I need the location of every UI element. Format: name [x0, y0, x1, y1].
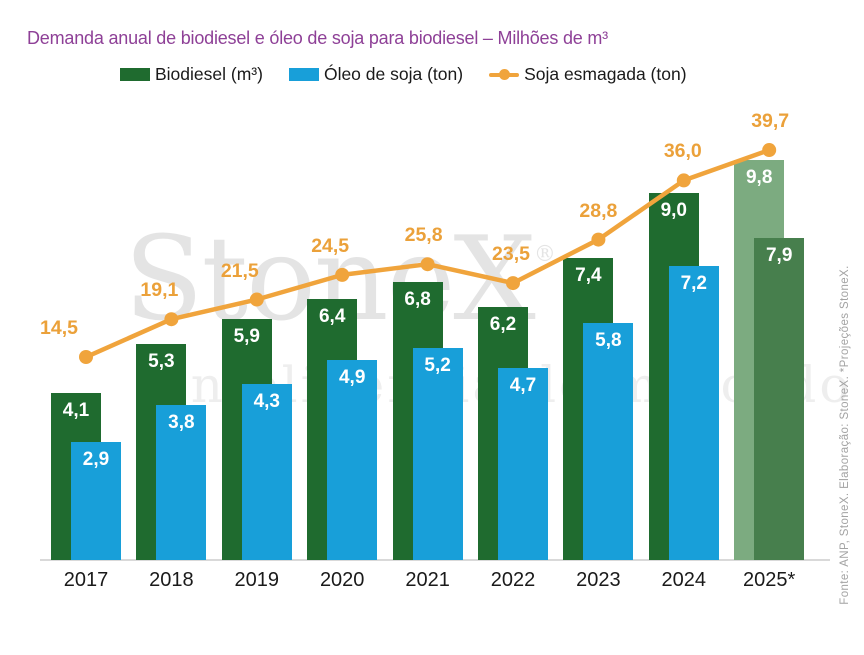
x-axis-label-2021: 2021 [405, 569, 450, 591]
line-point-2022 [506, 276, 520, 291]
bar-oleo-2018 [156, 404, 207, 560]
soja-esmagada-value-label: 23,5 [492, 243, 530, 266]
x-axis-label-2023: 2023 [576, 569, 621, 591]
soja-esmagada-value-label: 19,1 [140, 279, 179, 302]
biodiesel-value-label: 6,2 [489, 313, 517, 335]
source-note: Fonte: ANP, StoneX. Elaboração: StoneX. … [839, 265, 851, 605]
bar-oleo-2023 [583, 323, 634, 560]
bar-oleo-2020 [327, 359, 378, 560]
soja-esmagada-value-label: 21,5 [220, 259, 259, 282]
soja-esmagada-value-label: 28,8 [579, 199, 618, 222]
biodiesel-value-label: 9,8 [745, 166, 773, 188]
biodiesel-value-label: 7,4 [575, 264, 602, 286]
soja-esmagada-value-label: 39,7 [751, 110, 790, 133]
line-point-2023 [591, 232, 606, 247]
biodiesel-value-label: 4,1 [62, 399, 90, 421]
line-point-2017 [79, 350, 93, 365]
line-point-2021 [420, 257, 435, 272]
biodiesel-value-label: 6,4 [318, 305, 346, 327]
biodiesel-value-label: 9,0 [660, 199, 687, 221]
legend-item-oleo-de-soja: Óleo de soja (ton) [288, 64, 464, 85]
legend-item-soja-esmagada: Soja esmagada (ton) [489, 64, 687, 85]
x-axis-label-2022: 2022 [490, 569, 536, 591]
biodiesel-swatch-icon [120, 68, 150, 81]
bar-oleo-2017 [71, 441, 121, 560]
chart-title: Demanda anual de biodiesel e óleo de soj… [27, 28, 608, 48]
legend-item-biodiesel: Biodiesel (m³) [120, 64, 263, 85]
soja-esmagada-value-label: 24,5 [311, 234, 350, 257]
line-point-2024 [676, 173, 691, 188]
line-point-2025* [762, 143, 777, 158]
bar-oleo-2024 [668, 266, 719, 560]
x-axis-line [40, 559, 830, 561]
oleo-value-label: 4,7 [509, 375, 537, 397]
x-axis-label-2020: 2020 [319, 569, 365, 591]
line-point-2020 [335, 267, 350, 282]
oleo-value-label: 5,8 [595, 330, 622, 352]
oleo-value-label: 2,9 [82, 448, 110, 470]
oleo-value-label: 4,3 [253, 391, 280, 413]
x-axis-label-2017: 2017 [63, 569, 109, 591]
line-marker-icon [489, 68, 520, 81]
biodiesel-value-label: 6,8 [404, 289, 431, 311]
x-axis-label-2024: 2024 [661, 569, 707, 591]
oleo-swatch-icon [288, 68, 319, 81]
line-point-2018 [164, 312, 179, 327]
legend-label: Biodiesel (m³) [155, 64, 263, 84]
bar-oleo-2021 [412, 347, 463, 560]
x-axis-label-2018: 2018 [149, 569, 194, 591]
biodiesel-value-label: 5,9 [233, 326, 260, 348]
soja-esmagada-value-label: 25,8 [404, 224, 443, 247]
x-axis-label-2025*: 2025* [743, 569, 796, 591]
oleo-value-label: 4,9 [338, 366, 366, 388]
line-point-2019 [249, 292, 264, 307]
soja-esmagada-value-label: 14,5 [40, 317, 78, 339]
oleo-value-label: 7,9 [765, 244, 793, 266]
legend: Biodiesel (m³) Óleo de soja (ton) Soja e… [120, 64, 687, 85]
x-axis-label-2019: 2019 [234, 569, 280, 591]
legend-label: Óleo de soja (ton) [323, 64, 464, 84]
bar-oleo-2022 [498, 368, 548, 560]
soja-esmagada-value-label: 36,0 [663, 140, 702, 163]
bar-oleo-2019 [241, 384, 292, 560]
biodiesel-value-label: 5,3 [148, 350, 175, 372]
oleo-value-label: 5,2 [424, 354, 451, 376]
legend-label: Soja esmagada (ton) [524, 64, 687, 84]
oleo-value-label: 7,2 [680, 273, 707, 295]
oleo-value-label: 3,8 [168, 411, 195, 433]
bar-oleo-2025* [754, 237, 805, 560]
